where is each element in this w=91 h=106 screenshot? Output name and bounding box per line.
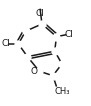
Text: Cl: Cl: [65, 30, 74, 39]
Text: Cl: Cl: [1, 39, 10, 48]
Text: CH₃: CH₃: [54, 87, 70, 96]
Text: O: O: [30, 67, 37, 76]
Text: Cl: Cl: [36, 9, 45, 18]
